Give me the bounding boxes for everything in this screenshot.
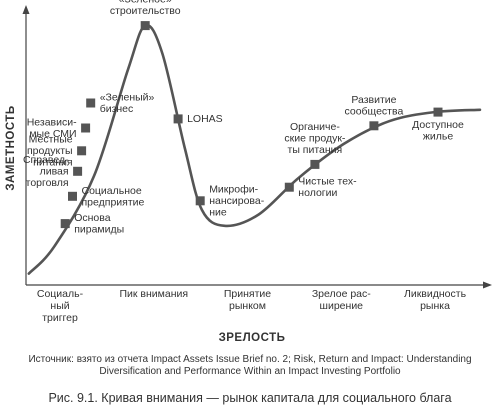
data-point-marker: [173, 114, 183, 124]
point-label: LOHAS: [187, 113, 223, 125]
source-line-2: Diversification and Performance Within a…: [99, 366, 401, 377]
point-label: мые СМИ: [29, 128, 76, 140]
point-label: предприятие: [82, 196, 145, 208]
data-point-marker: [310, 159, 320, 169]
data-point-marker: [68, 191, 77, 201]
point-label: строительство: [110, 5, 181, 17]
data-point-marker: [140, 21, 150, 31]
x-tick-label: триггер: [42, 312, 78, 324]
data-point-marker: [60, 219, 70, 229]
point-label: сообщества: [345, 105, 404, 117]
x-tick-label: ный: [50, 300, 69, 312]
data-point-marker: [81, 123, 91, 133]
point-label: Основа: [74, 212, 111, 224]
x-tick-label: Ликвидность: [404, 288, 467, 300]
point-label: питания: [33, 157, 72, 169]
point-label: Независи-: [27, 117, 77, 129]
point-label: Органиче-: [290, 121, 340, 133]
point-label: ские продук-: [284, 132, 346, 144]
data-point-marker: [77, 146, 87, 156]
data-point-marker: [73, 166, 83, 176]
point-label: Микрофи-: [209, 184, 258, 196]
point-label: «Зеленый»: [100, 92, 155, 104]
source-note: Источник: взято из отчета Impact Assets …: [0, 354, 500, 378]
y-axis-arrow: [22, 5, 30, 14]
point-label: ты питания: [288, 144, 343, 156]
x-tick-label: рынком: [229, 300, 266, 312]
x-tick-label: Принятие: [224, 288, 271, 300]
point-label: Местные: [29, 134, 73, 146]
data-point-marker: [369, 121, 379, 131]
data-point-marker: [284, 182, 294, 192]
x-tick-label: ширение: [320, 300, 364, 312]
source-line-1: Источник: взято из отчета Impact Assets …: [28, 354, 472, 365]
point-label: продукты: [27, 145, 73, 157]
x-tick-label: Социаль-: [37, 288, 84, 300]
point-label: нансирова-: [209, 195, 265, 207]
data-point-marker: [86, 98, 96, 108]
data-point-marker: [433, 107, 443, 117]
point-label: Доступное: [412, 119, 464, 131]
hype-curve-line: [27, 23, 482, 275]
point-label: жилье: [423, 131, 453, 143]
point-label: бизнес: [100, 103, 134, 115]
x-tick-label: Зрелое рас-: [312, 288, 371, 300]
x-tick-label: Пик внимания: [120, 288, 189, 300]
point-label: Социальное: [82, 185, 142, 197]
point-label: нологии: [298, 187, 337, 199]
point-label: Развитие: [351, 94, 396, 106]
x-tick-label: рынка: [420, 300, 450, 312]
point-label: ливая: [40, 166, 69, 178]
point-label: торговля: [26, 177, 69, 189]
point-label: ние: [209, 207, 227, 219]
y-axis-title: ЗАМЕТНОСТЬ: [5, 105, 17, 190]
x-axis-arrow: [483, 281, 492, 289]
point-label: пирамиды: [74, 224, 124, 236]
point-label: Справед-: [23, 154, 69, 166]
point-label: «Зеленое»: [119, 0, 172, 6]
figure-caption: Рис. 9.1. Кривая внимания — рынок капита…: [48, 391, 452, 405]
data-point-marker: [195, 196, 205, 206]
x-axis-title: ЗРЕЛОСТЬ: [219, 332, 286, 344]
point-label: Чистые тех-: [298, 176, 357, 188]
